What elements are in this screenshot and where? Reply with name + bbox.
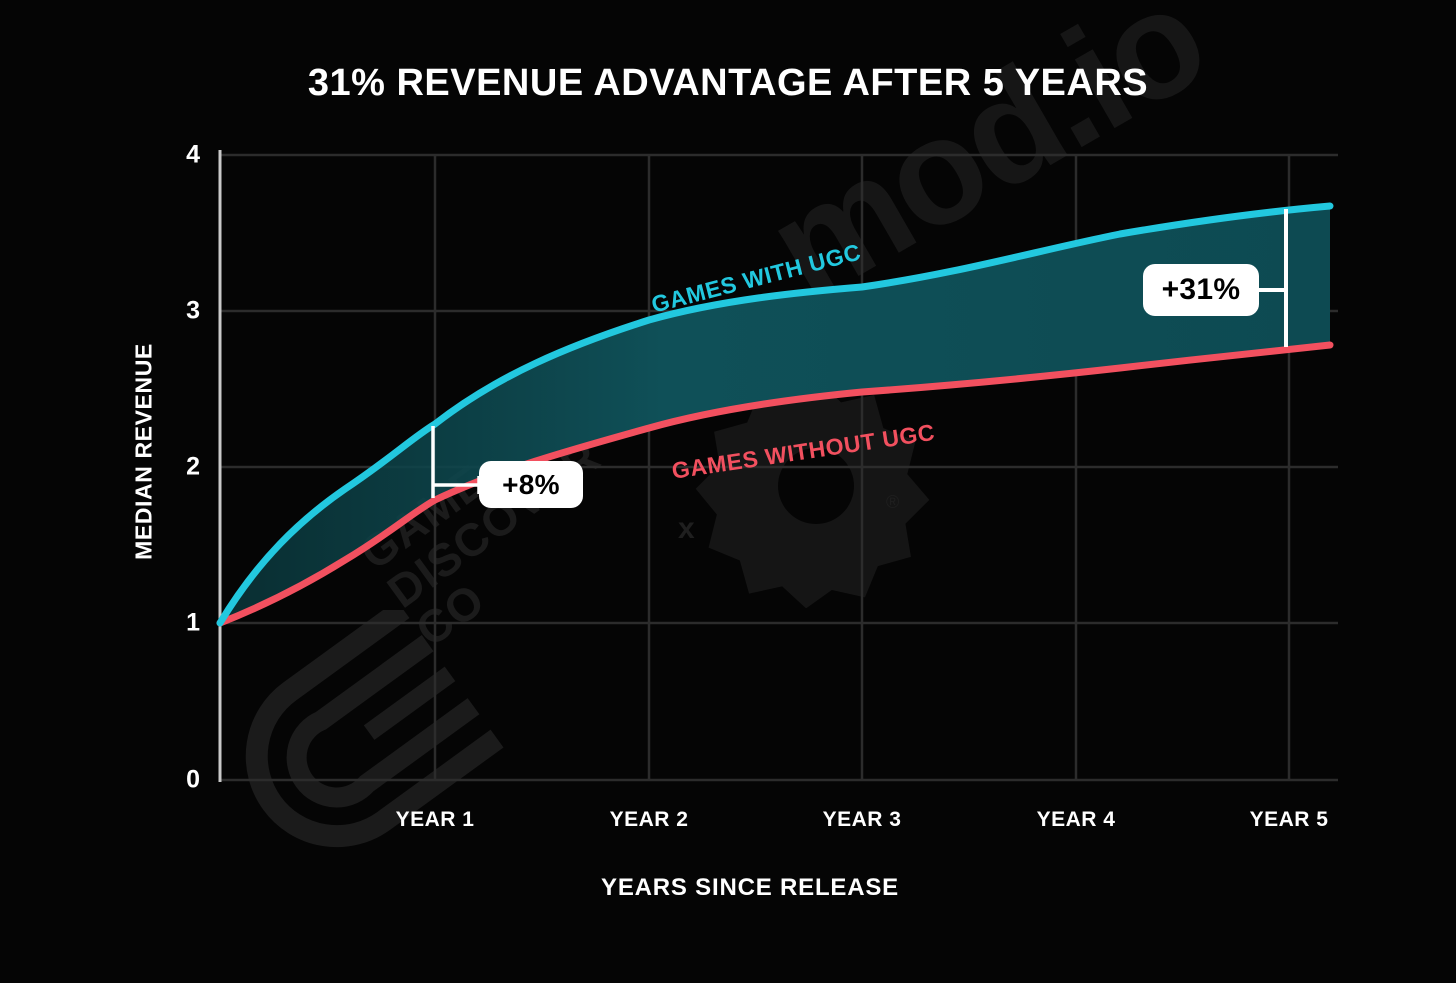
y-tick-0: 0 [186, 765, 200, 794]
y-axis-title: MEDIAN REVENUE [130, 343, 157, 560]
y-tick-4: 4 [186, 140, 200, 169]
series-line-without-ugc [216, 341, 1334, 627]
x-tick-year-1: YEAR 1 [395, 808, 475, 831]
x-tick-year-4: YEAR 4 [1036, 808, 1116, 831]
y-axis-ticks: 4 3 2 1 0 [160, 0, 200, 983]
y-tick-2: 2 [186, 452, 200, 481]
annotation-bracket-31 [1256, 209, 1288, 347]
x-tick-year-5: YEAR 5 [1249, 808, 1329, 831]
y-tick-1: 1 [186, 608, 200, 637]
x-tick-year-2: YEAR 2 [609, 808, 689, 831]
area-between-series [220, 206, 1330, 623]
annotation-badge-8-percent: +8% [479, 461, 583, 508]
y-tick-3: 3 [186, 296, 200, 325]
x-axis-title: YEARS SINCE RELEASE [601, 874, 899, 901]
x-tick-year-3: YEAR 3 [822, 808, 902, 831]
annotation-badge-31-percent: +31% [1143, 264, 1259, 316]
series-line-with-ugc [216, 202, 1334, 627]
chart-title: 31% REVENUE ADVANTAGE AFTER 5 YEARS [307, 62, 1149, 104]
